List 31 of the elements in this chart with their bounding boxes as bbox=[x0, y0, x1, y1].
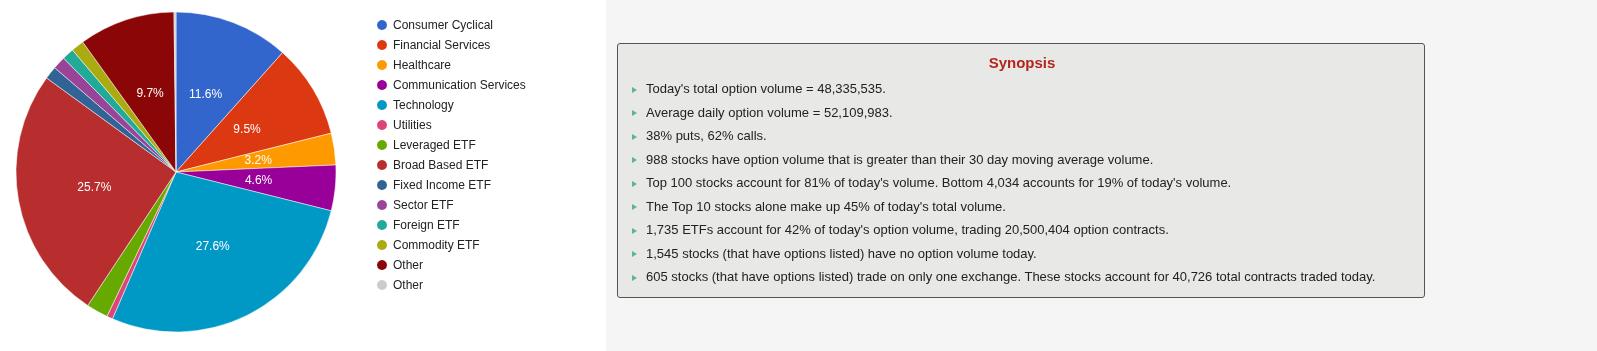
text: 988 stocks have option volume that is greater than their 30 day moving average volume. bbox=[646, 151, 1154, 167]
legend-label: Financial Services bbox=[393, 38, 491, 52]
data-label: 4.6% bbox=[244, 173, 273, 188]
data-label: 27.6% bbox=[195, 239, 231, 254]
text: 1,545 stocks (that have options listed) have no option volume today. bbox=[646, 245, 1037, 261]
text: Synopsis bbox=[987, 54, 1057, 71]
legend-label: Fixed Income ETF bbox=[393, 178, 492, 192]
legend-label: Broad Based ETF bbox=[393, 158, 489, 172]
legend-label: Communication Services bbox=[393, 78, 526, 92]
legend-label: Commodity ETF bbox=[393, 238, 480, 252]
text: 605 stocks (that have options listed) trade on only one exchange. These stocks account for 40,726 total contracts traded today. bbox=[646, 269, 1376, 284]
legend-label: Utilities bbox=[393, 118, 432, 132]
text: The Top 10 stocks alone make up 45% of today's total volume. bbox=[646, 198, 1006, 214]
text: Today's total option volume = 48,335,535. bbox=[646, 81, 886, 96]
legend-label: Other bbox=[393, 278, 424, 292]
legend-label: Other bbox=[393, 258, 424, 272]
data-label: 9.7% bbox=[136, 86, 165, 101]
text: 1,735 ETFs account for 42% of today's option volume, trading 20,500,404 option contracts. bbox=[646, 222, 1169, 237]
data-label: 3.2% bbox=[244, 153, 273, 168]
data-label: 9.5% bbox=[233, 122, 262, 137]
data-label: 25.7% bbox=[77, 179, 112, 194]
legend-label: Healthcare bbox=[393, 58, 452, 72]
text: Average daily option volume = 52,109,983. bbox=[646, 104, 893, 120]
text: 38% puts, 62% calls. bbox=[646, 128, 767, 143]
text: Top 100 stocks account for 81% of today's volume. Bottom 4,034 accounts for 19% of today's volume. bbox=[646, 175, 1232, 190]
legend-label: Technology bbox=[393, 98, 454, 112]
legend-label: Consumer Cyclical bbox=[393, 18, 494, 32]
legend-label: Leveraged ETF bbox=[393, 138, 476, 152]
legend-label: Foreign ETF bbox=[393, 218, 460, 232]
data-label: 11.6% bbox=[189, 87, 223, 102]
legend-label: Sector ETF bbox=[393, 198, 454, 212]
